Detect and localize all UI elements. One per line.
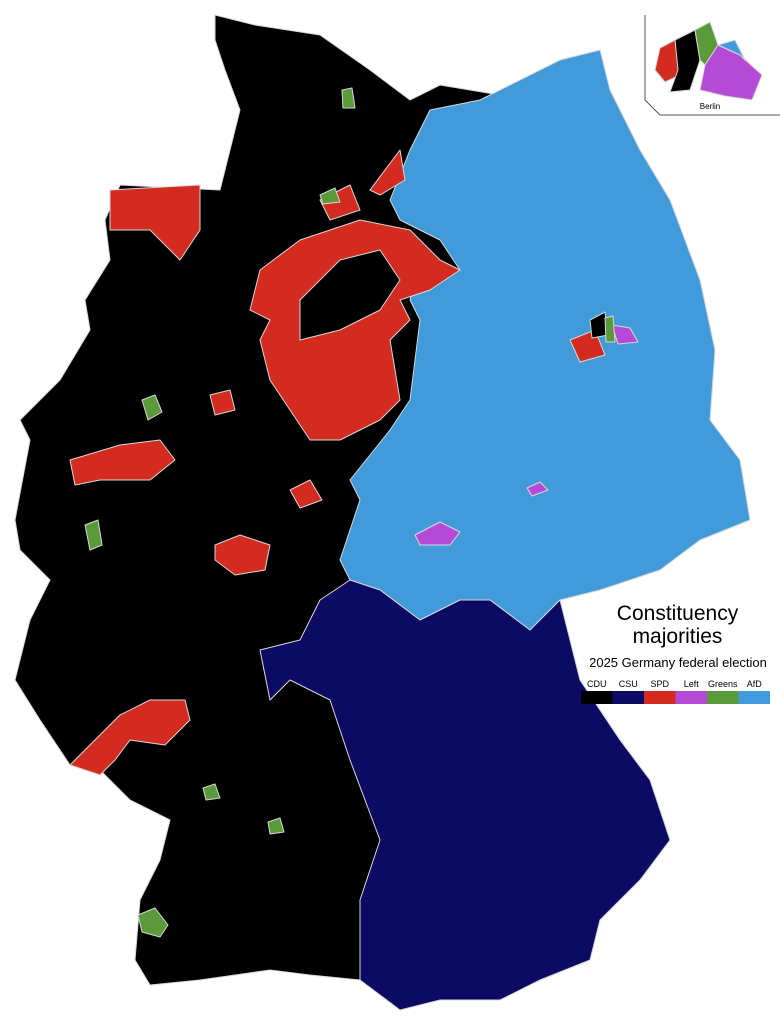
map-subtitle: 2025 Germany federal election [589, 655, 767, 670]
region [414, 521, 461, 546]
region [69, 699, 191, 776]
inset-label: Berlin [700, 102, 720, 111]
region [109, 184, 201, 261]
region [249, 219, 461, 441]
region [69, 439, 176, 486]
region [137, 907, 169, 938]
region [604, 315, 616, 343]
region [341, 87, 356, 109]
berlin-inset: Berlin [644, 15, 780, 116]
legend-swatch [612, 691, 644, 704]
legend-label: Greens [708, 679, 738, 689]
legend-label: Left [684, 679, 700, 689]
region [526, 481, 549, 497]
region [214, 534, 271, 576]
legend-swatch [675, 691, 707, 704]
legend: CDU CSU SPD Left Greens AfD [581, 679, 770, 704]
region [369, 149, 406, 196]
legend-swatch [644, 691, 676, 704]
legend-label: CSU [619, 679, 638, 689]
region [209, 389, 236, 416]
legend-swatch [738, 691, 770, 704]
region [84, 519, 103, 551]
legend-label: AfD [747, 679, 763, 689]
region [611, 324, 639, 345]
region [717, 39, 746, 61]
region [299, 249, 401, 341]
map-title: Constituency majorities [616, 602, 739, 648]
region [569, 329, 606, 363]
region [289, 479, 323, 509]
germany-map [14, 14, 751, 1011]
region [319, 187, 341, 205]
region [259, 579, 671, 1011]
legend-label: SPD [650, 679, 669, 689]
region [654, 39, 681, 83]
inset-frame [644, 15, 780, 116]
region [141, 394, 163, 421]
region [202, 783, 221, 801]
region [267, 817, 285, 835]
legend-label: CDU [587, 679, 607, 689]
legend-swatch [707, 691, 739, 704]
legend-swatch [581, 691, 613, 704]
